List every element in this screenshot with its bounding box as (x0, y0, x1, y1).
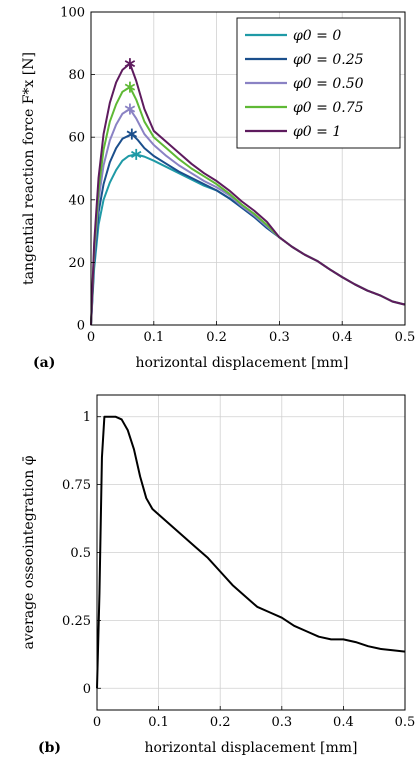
x-tick-label: 0.4 (332, 330, 353, 345)
peak-marker-stroke (124, 83, 136, 91)
x-tick-label: 0.3 (271, 715, 292, 730)
panel-b-chart: 0 0.1 0.2 0.3 0.4 0.5 0 0.25 0.5 0.75 1 average os… (21, 394, 415, 756)
legend-item-2: φ0 = 0.50 (245, 76, 364, 92)
legend-item-0: φ0 = 0 (245, 28, 341, 44)
panel-a-x-axis-label: horizontal displacement [mm] (135, 355, 348, 371)
peak-marker-stroke (131, 150, 142, 158)
x-tick-label: 0.1 (148, 715, 169, 730)
y-tick-label: 0.25 (62, 614, 91, 629)
peak-marker-stroke (124, 60, 136, 68)
y-tick-label: 80 (68, 68, 85, 83)
x-tick-label: 0.4 (333, 715, 354, 730)
panel-b-label: (b) (38, 740, 61, 756)
legend-item-4: φ0 = 1 (245, 124, 341, 140)
x-tick-label: 0.5 (395, 715, 416, 730)
peak-marker-stroke (124, 105, 136, 113)
y-tick-label: 100 (60, 6, 85, 21)
legend-label: φ0 = 0.25 (293, 52, 364, 68)
y-tick-label: 40 (68, 193, 85, 208)
y-tick-label: 1 (83, 410, 91, 425)
series-line-4 (90, 62, 406, 326)
y-tick-label: 0.5 (70, 546, 91, 561)
legend-label: φ0 = 0.50 (293, 76, 364, 92)
x-tick-label: 0 (87, 330, 95, 345)
legend-item-1: φ0 = 0.25 (245, 52, 364, 68)
peak-marker-stroke (126, 130, 138, 138)
panel-a-legend: φ0 = 0 φ0 = 0.25 φ0 = 0.50 φ0 = 0.75 φ0 = 1 (236, 17, 401, 149)
y-tick-label: 0 (83, 682, 91, 697)
panel-a-ticks: 0 0.1 0.2 0.3 0.4 0.5 0 20 40 60 80 100 (60, 6, 415, 346)
y-tick-label: 60 (68, 131, 85, 146)
panel-a-y-axis-label: tangential reaction force F*x [N] (21, 52, 37, 285)
x-tick-label: 0.2 (210, 715, 231, 730)
panel-b-grid (96, 395, 406, 710)
panel-b-y-axis-label: average osseointegration φ̄ (21, 455, 37, 649)
legend-label: φ0 = 1 (293, 124, 341, 140)
peak-marker-0 (131, 148, 142, 160)
panel-a-axes-frame (90, 11, 406, 326)
legend-label: φ0 = 0.75 (293, 100, 364, 116)
series-line-0 (90, 153, 406, 326)
series-line-1 (90, 133, 406, 326)
x-tick-label: 0.3 (269, 330, 290, 345)
panel-b-ticks: 0 0.1 0.2 0.3 0.4 0.5 0 0.25 0.5 0.75 1 (62, 410, 415, 730)
legend-label: φ0 = 0 (293, 28, 341, 44)
panel-b-x-axis-label: horizontal displacement [mm] (144, 740, 357, 756)
peak-marker-2 (124, 103, 136, 115)
x-tick-label: 0.2 (206, 330, 227, 345)
panel-b-series-group (96, 415, 406, 689)
panel-a-label: (a) (33, 355, 55, 371)
peak-marker-3 (124, 81, 136, 93)
x-tick-label: 0 (93, 715, 101, 730)
series-line-0 (96, 415, 406, 689)
y-tick-label: 0.75 (62, 478, 91, 493)
x-tick-label: 0.1 (143, 330, 164, 345)
peak-marker-1 (126, 128, 138, 140)
x-tick-label: 0.5 (395, 330, 416, 345)
y-tick-label: 20 (68, 256, 85, 271)
panel-b-axes-frame (96, 394, 406, 711)
y-tick-label: 0 (77, 319, 85, 334)
panel-a-series-group (90, 58, 406, 326)
peak-marker-4 (124, 58, 136, 70)
legend-item-3: φ0 = 0.75 (245, 100, 364, 116)
